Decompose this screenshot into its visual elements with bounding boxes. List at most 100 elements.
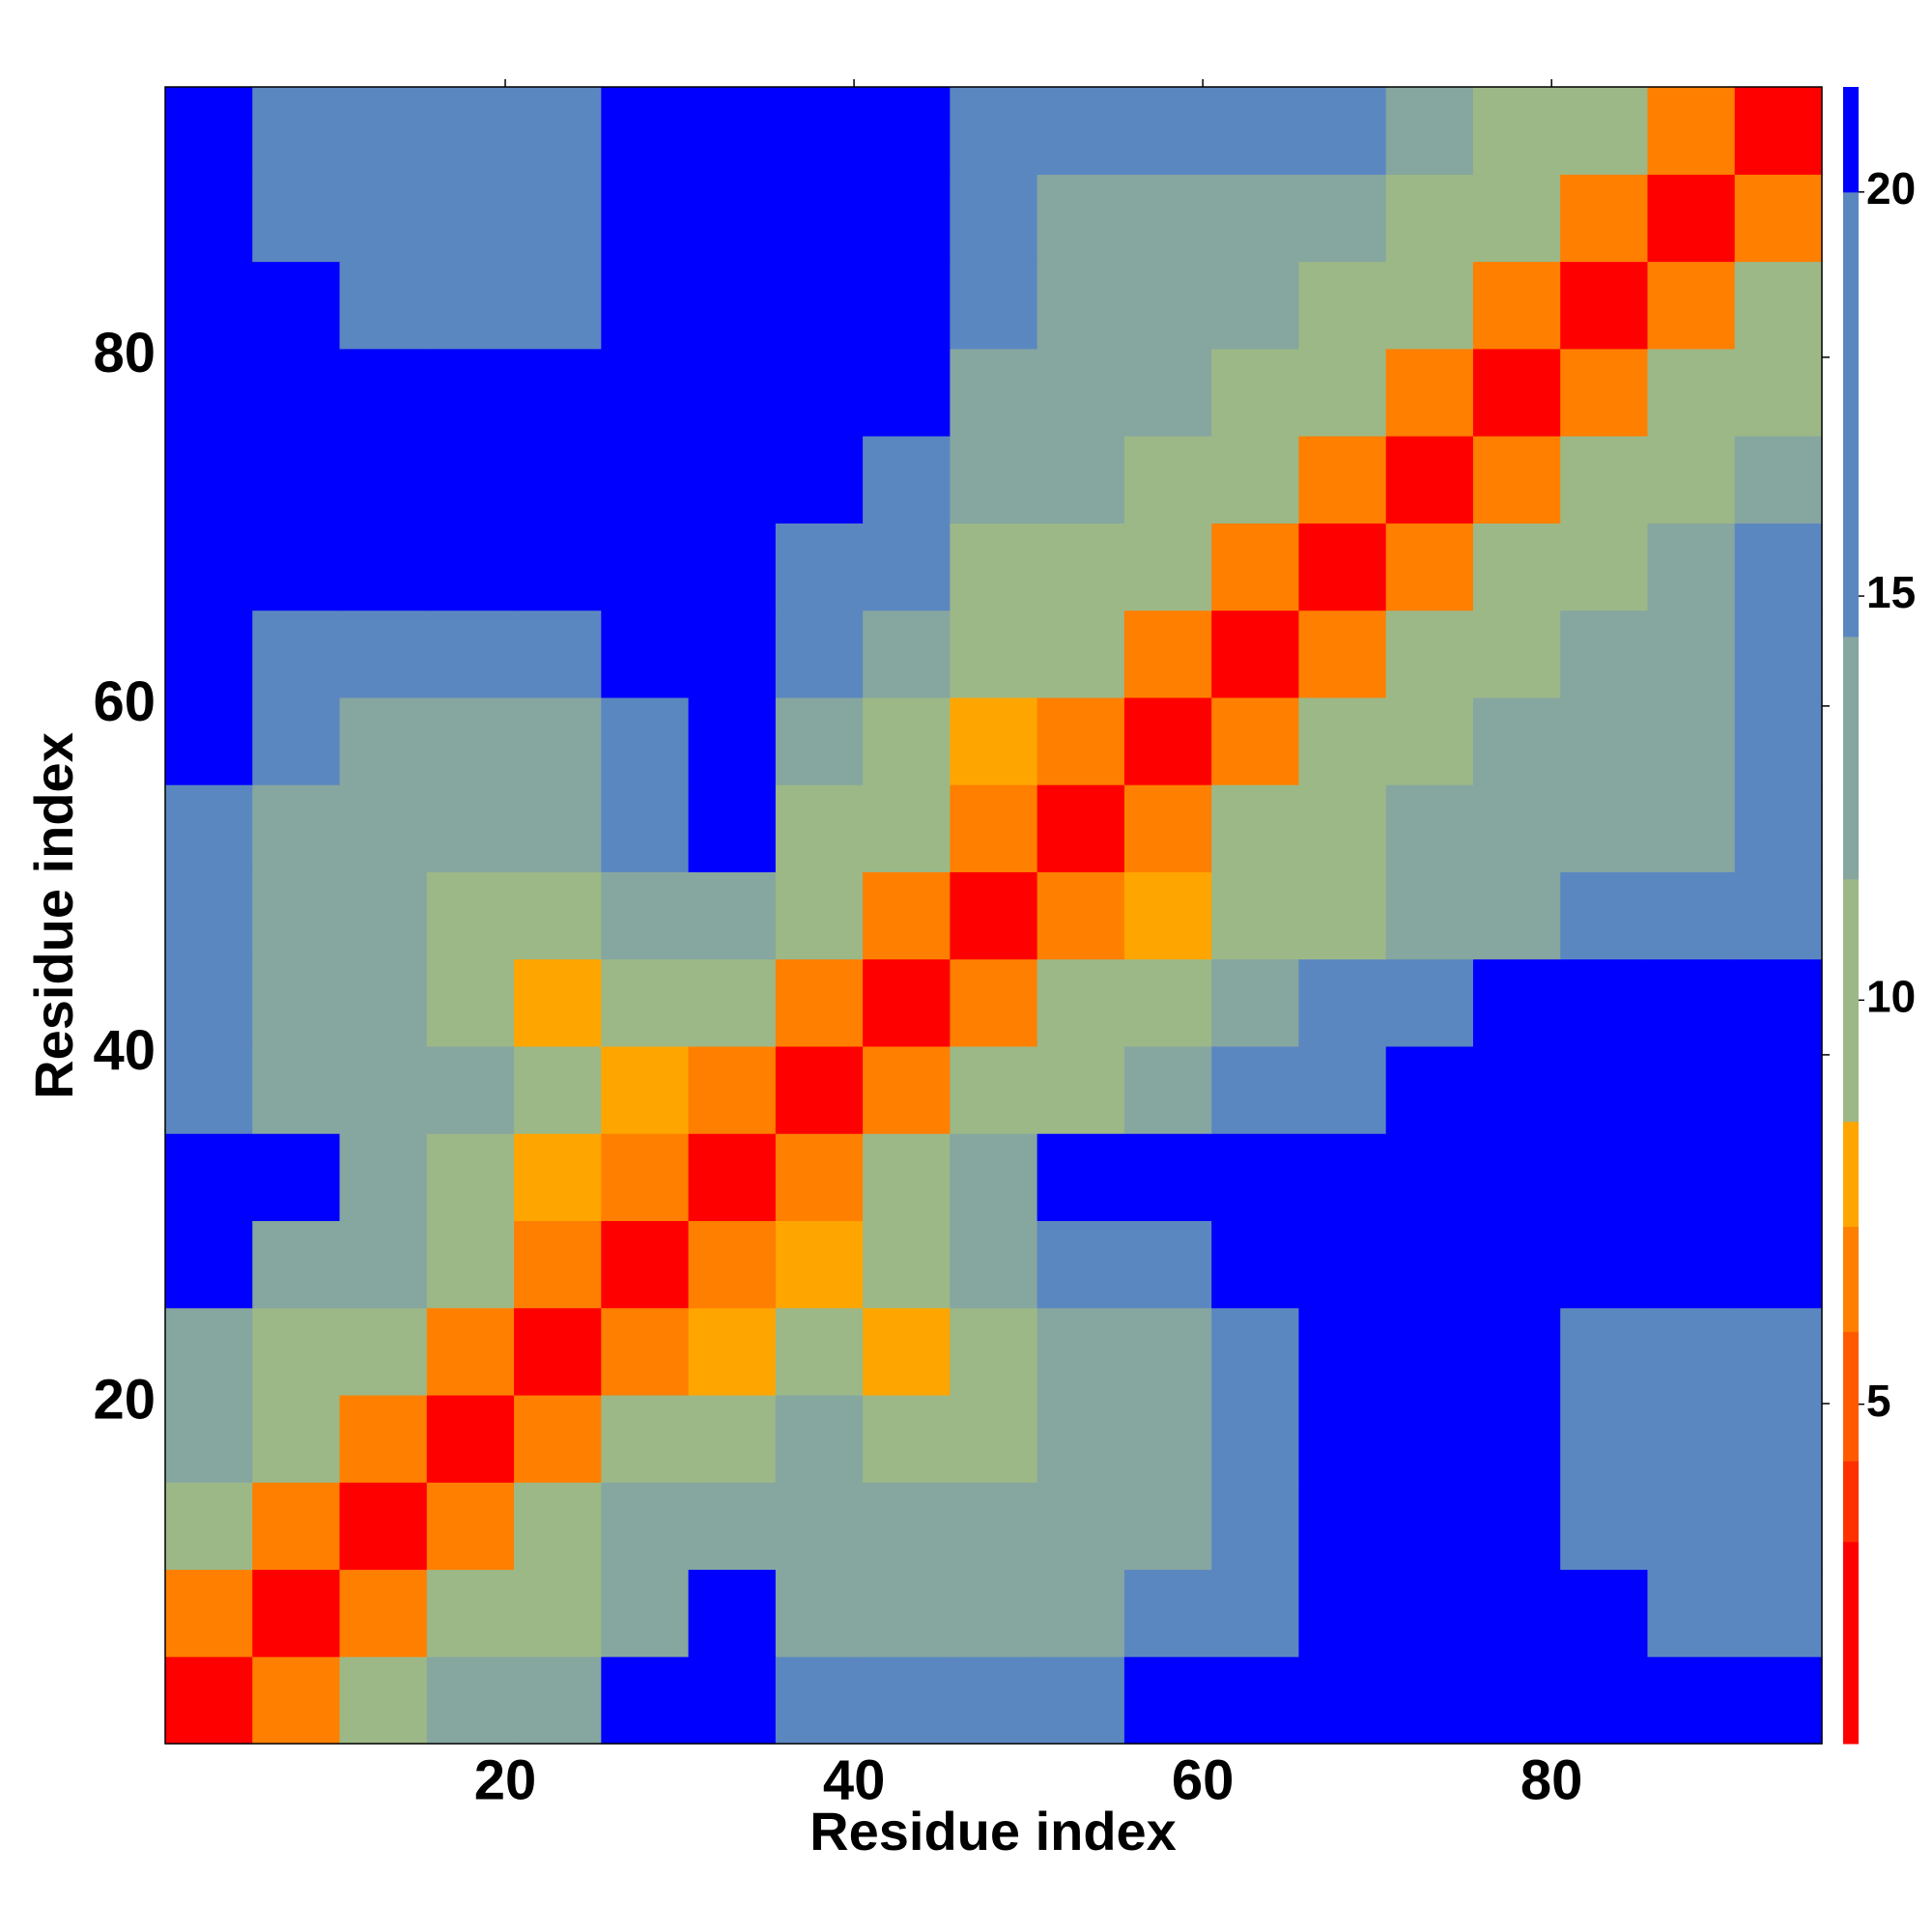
heatmap-cell bbox=[1560, 1482, 1649, 1571]
heatmap-cell bbox=[1123, 958, 1212, 1047]
heatmap-cell bbox=[950, 1569, 1038, 1658]
heatmap-cell bbox=[514, 1133, 602, 1222]
heatmap-cell bbox=[1560, 523, 1649, 611]
heatmap-cell bbox=[950, 1133, 1038, 1222]
heatmap-cell bbox=[1560, 1656, 1649, 1745]
heatmap-cell bbox=[775, 436, 864, 524]
heatmap-cell bbox=[165, 1307, 253, 1396]
heatmap-cell bbox=[1472, 1307, 1561, 1396]
heatmap-cell bbox=[1298, 523, 1387, 611]
heatmap-cell bbox=[1298, 610, 1387, 698]
heatmap-cell bbox=[1385, 1045, 1474, 1134]
heatmap-cell bbox=[339, 87, 428, 175]
heatmap-cell bbox=[688, 1045, 777, 1134]
heatmap-cell bbox=[1211, 610, 1300, 698]
heatmap-cell bbox=[601, 87, 690, 175]
heatmap-cell bbox=[1211, 871, 1300, 960]
heatmap-cell bbox=[339, 1656, 428, 1745]
heatmap-cell bbox=[426, 261, 515, 350]
heatmap-cell bbox=[1211, 261, 1300, 350]
heatmap-cell bbox=[165, 610, 253, 698]
heatmap-cell bbox=[688, 1307, 777, 1396]
heatmap-cell bbox=[1647, 261, 1736, 350]
heatmap-cell bbox=[1123, 696, 1212, 785]
heatmap-cell bbox=[775, 784, 864, 872]
heatmap-cell bbox=[426, 436, 515, 524]
heatmap-cell bbox=[426, 87, 515, 175]
heatmap-cell bbox=[1734, 1394, 1823, 1483]
heatmap-cell bbox=[1037, 1569, 1125, 1658]
heatmap-cell bbox=[688, 1656, 777, 1745]
heatmap-cell bbox=[165, 1220, 253, 1309]
heatmap-cell bbox=[1734, 1656, 1823, 1745]
x-tick-label: 40 bbox=[823, 1748, 886, 1811]
heatmap-cell bbox=[1647, 1045, 1736, 1134]
heatmap-cell bbox=[950, 958, 1038, 1047]
heatmap-cell bbox=[165, 523, 253, 611]
heatmap-cell bbox=[601, 1482, 690, 1571]
colorbar-band bbox=[1843, 1121, 1859, 1228]
heatmap-cell bbox=[1647, 610, 1736, 698]
heatmap-cell bbox=[252, 1045, 341, 1134]
heatmap-cell bbox=[165, 784, 253, 872]
heatmap-cell bbox=[1037, 523, 1125, 611]
heatmap-cell bbox=[775, 348, 864, 437]
heatmap-cell bbox=[339, 261, 428, 350]
colorbar-band bbox=[1843, 1226, 1859, 1332]
heatmap-cell bbox=[601, 348, 690, 437]
heatmap-cell bbox=[514, 1656, 602, 1745]
heatmap-cell bbox=[1211, 1482, 1300, 1571]
heatmap-cell bbox=[1734, 696, 1823, 785]
heatmap-cell bbox=[1123, 1656, 1212, 1745]
heatmap-cell bbox=[426, 1656, 515, 1745]
heatmap-cell bbox=[1037, 87, 1125, 175]
heatmap-cell bbox=[514, 348, 602, 437]
heatmap-cell bbox=[1123, 1220, 1212, 1309]
heatmap-cell bbox=[1211, 348, 1300, 437]
heatmap-cell bbox=[1211, 523, 1300, 611]
heatmap-cell bbox=[165, 348, 253, 437]
colorbar-tick-label: 5 bbox=[1866, 1376, 1891, 1426]
heatmap-cell bbox=[1123, 1133, 1212, 1222]
colorbar-band bbox=[1843, 1461, 1859, 1543]
heatmap-cell bbox=[1037, 1482, 1125, 1571]
heatmap-cell bbox=[775, 174, 864, 263]
heatmap-cell bbox=[1734, 784, 1823, 872]
heatmap-cell bbox=[863, 1569, 951, 1658]
heatmap-cell bbox=[1123, 523, 1212, 611]
x-tick-label: 20 bbox=[474, 1748, 537, 1811]
heatmap-cell bbox=[601, 1656, 690, 1745]
heatmap-cell bbox=[1298, 348, 1387, 437]
heatmap-cell bbox=[1472, 436, 1561, 524]
heatmap-cell bbox=[1123, 610, 1212, 698]
heatmap-cell bbox=[1734, 1569, 1823, 1658]
heatmap-cell bbox=[775, 523, 864, 611]
heatmap-cell bbox=[426, 871, 515, 960]
heatmap-cell bbox=[1037, 1394, 1125, 1483]
heatmap-cell bbox=[339, 1045, 428, 1134]
heatmap-cell bbox=[775, 871, 864, 960]
heatmap-cell bbox=[688, 958, 777, 1047]
heatmap-cell bbox=[950, 1307, 1038, 1396]
heatmap-cell bbox=[1211, 1045, 1300, 1134]
heatmap-cell bbox=[514, 1394, 602, 1483]
heatmap-cell bbox=[426, 1394, 515, 1483]
heatmap-cell bbox=[688, 87, 777, 175]
heatmap-cell bbox=[514, 610, 602, 698]
y-tick-label: 20 bbox=[93, 1368, 156, 1431]
heatmap-cell bbox=[514, 1045, 602, 1134]
heatmap-cell bbox=[1385, 1133, 1474, 1222]
heatmap-cell bbox=[950, 610, 1038, 698]
colorbar-band bbox=[1843, 1541, 1859, 1745]
heatmap-cell bbox=[1211, 1394, 1300, 1483]
heatmap-cell bbox=[1037, 1220, 1125, 1309]
heatmap-cell bbox=[601, 436, 690, 524]
heatmap-cell bbox=[165, 174, 253, 263]
heatmap-cell bbox=[339, 784, 428, 872]
heatmap-cell bbox=[339, 1133, 428, 1222]
heatmap-cell bbox=[1123, 1307, 1212, 1396]
colorbar-tick-label: 10 bbox=[1866, 971, 1916, 1021]
heatmap-cell bbox=[1560, 348, 1649, 437]
heatmap-cell bbox=[514, 1220, 602, 1309]
